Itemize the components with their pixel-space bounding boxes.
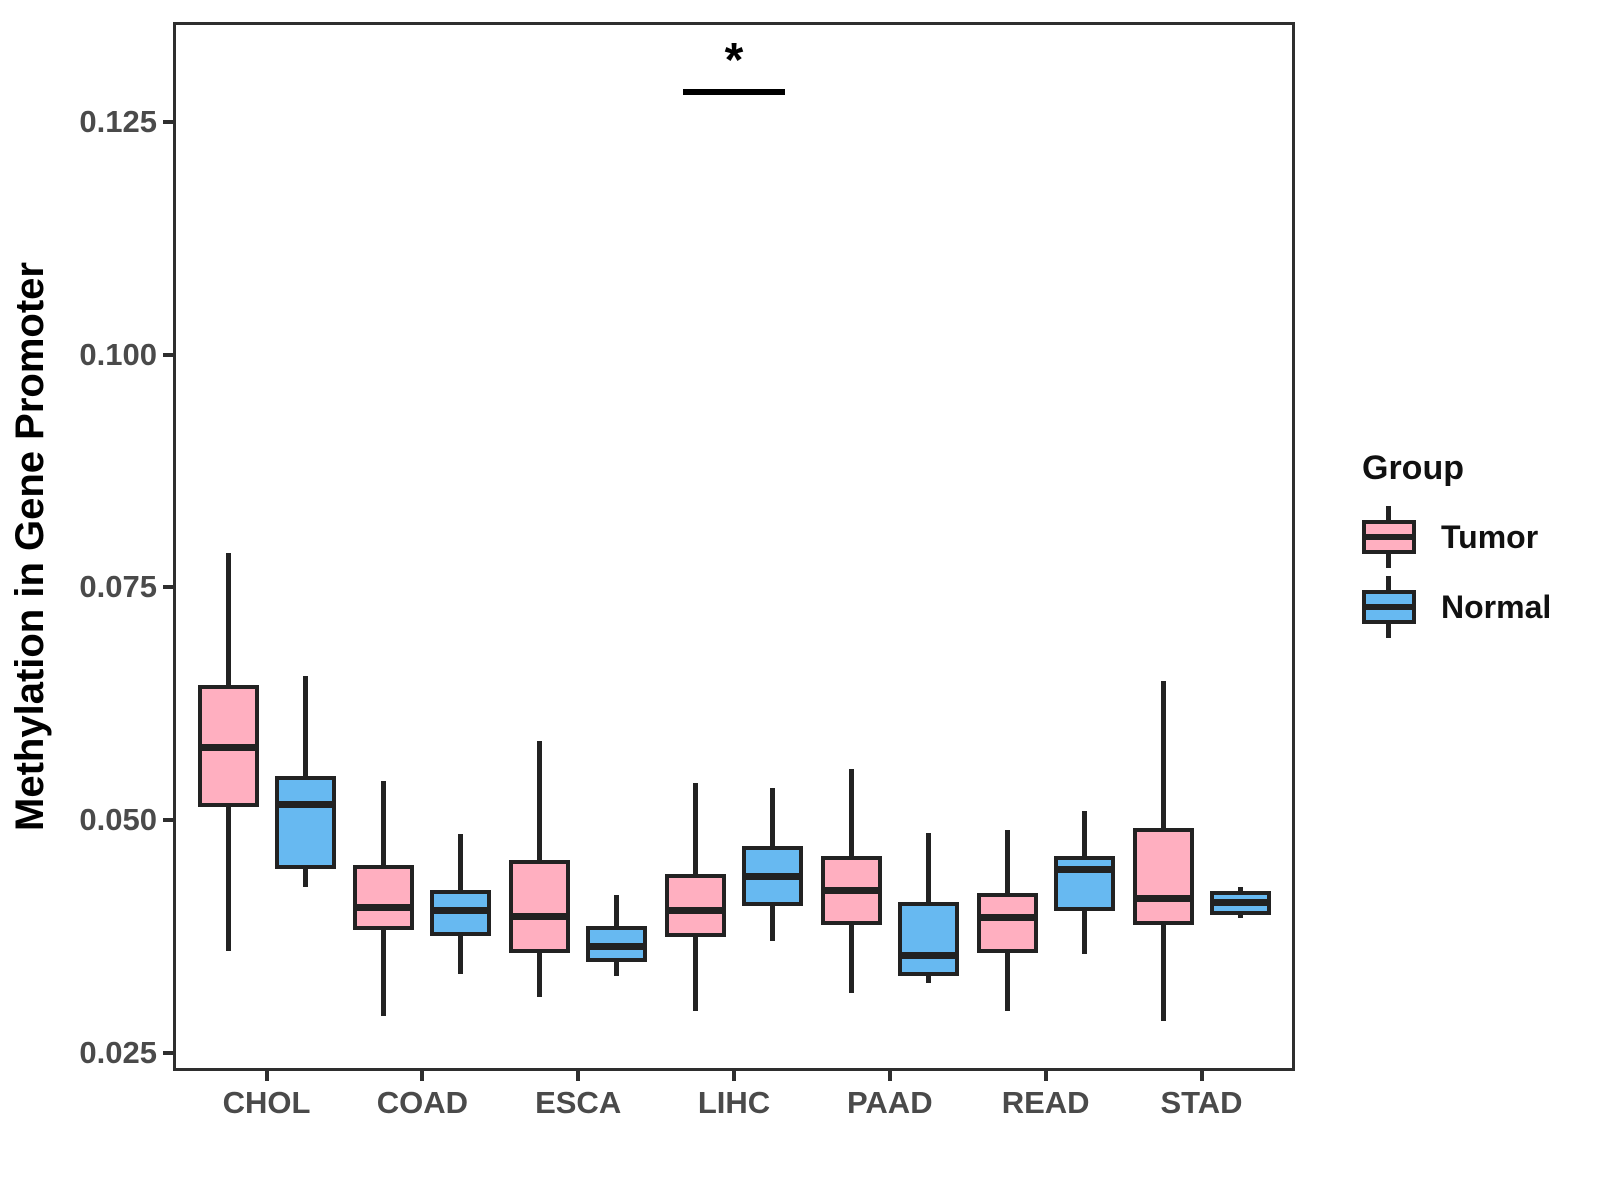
x-tick-mark	[887, 1071, 892, 1081]
x-axis-label-esca: ESCA	[535, 1085, 622, 1120]
x-tick-mark	[264, 1071, 269, 1081]
legend-item-normal: Normal	[1362, 576, 1600, 638]
box-tumor-esca	[509, 860, 571, 953]
legend: Group Tumor Normal	[1362, 446, 1600, 638]
median-normal-stad	[1209, 898, 1271, 906]
box-tumor-read	[976, 892, 1038, 953]
median-tumor-chol	[197, 744, 259, 752]
box-normal-paad	[897, 902, 959, 977]
y-tick-mark	[163, 585, 173, 590]
normal-boxplot-key-icon	[1362, 576, 1416, 638]
y-tick-label: 0.125	[79, 103, 157, 139]
x-axis-label-stad: STAD	[1160, 1085, 1243, 1120]
y-tick-mark	[163, 352, 173, 357]
legend-item-tumor: Tumor	[1362, 506, 1600, 568]
tumor-boxplot-key-icon	[1362, 506, 1416, 568]
x-axis-label-read: READ	[1001, 1085, 1090, 1120]
x-axis-label-lihc: LIHC	[697, 1085, 771, 1120]
median-normal-lihc	[742, 872, 803, 880]
x-tick-mark	[1199, 1071, 1204, 1081]
significance-line	[683, 88, 785, 95]
median-tumor-paad	[820, 886, 882, 894]
median-tumor-coad	[353, 903, 415, 911]
legend-label-normal: Normal	[1441, 588, 1552, 625]
x-axis-label-paad: PAAD	[847, 1085, 933, 1120]
y-tick-label: 0.025	[79, 1035, 157, 1071]
box-tumor-lihc	[665, 874, 726, 937]
key-median	[1366, 604, 1412, 610]
median-tumor-lihc	[665, 907, 726, 915]
legend-label-tumor: Tumor	[1441, 518, 1539, 555]
median-tumor-read	[976, 913, 1038, 921]
median-normal-paad	[897, 951, 959, 959]
median-tumor-esca	[509, 912, 571, 920]
median-normal-esca	[586, 942, 648, 950]
y-tick-label: 0.100	[79, 336, 157, 372]
box-normal-read	[1053, 855, 1115, 911]
median-normal-chol	[274, 801, 336, 809]
median-normal-read	[1053, 866, 1115, 874]
box-tumor-stad	[1132, 827, 1194, 925]
key-box-normal	[1362, 590, 1416, 624]
x-tick-mark	[576, 1071, 581, 1081]
significance-star: *	[724, 33, 744, 87]
key-box-tumor	[1362, 520, 1416, 554]
y-tick-mark	[163, 1051, 173, 1056]
median-tumor-stad	[1132, 895, 1194, 903]
box-tumor-coad	[353, 864, 415, 930]
y-tick-mark	[163, 818, 173, 823]
x-tick-mark	[732, 1071, 736, 1081]
x-axis-label-chol: CHOL	[222, 1085, 311, 1120]
y-tick-label: 0.050	[79, 802, 157, 838]
median-normal-coad	[430, 907, 492, 915]
key-median	[1366, 534, 1412, 540]
x-tick-mark	[420, 1071, 425, 1081]
y-tick-mark	[163, 119, 173, 124]
box-normal-chol	[274, 776, 336, 869]
y-tick-label: 0.075	[79, 569, 157, 605]
x-tick-mark	[1043, 1071, 1048, 1081]
legend-title: Group	[1362, 449, 1464, 487]
x-axis-label-coad: COAD	[376, 1085, 468, 1120]
